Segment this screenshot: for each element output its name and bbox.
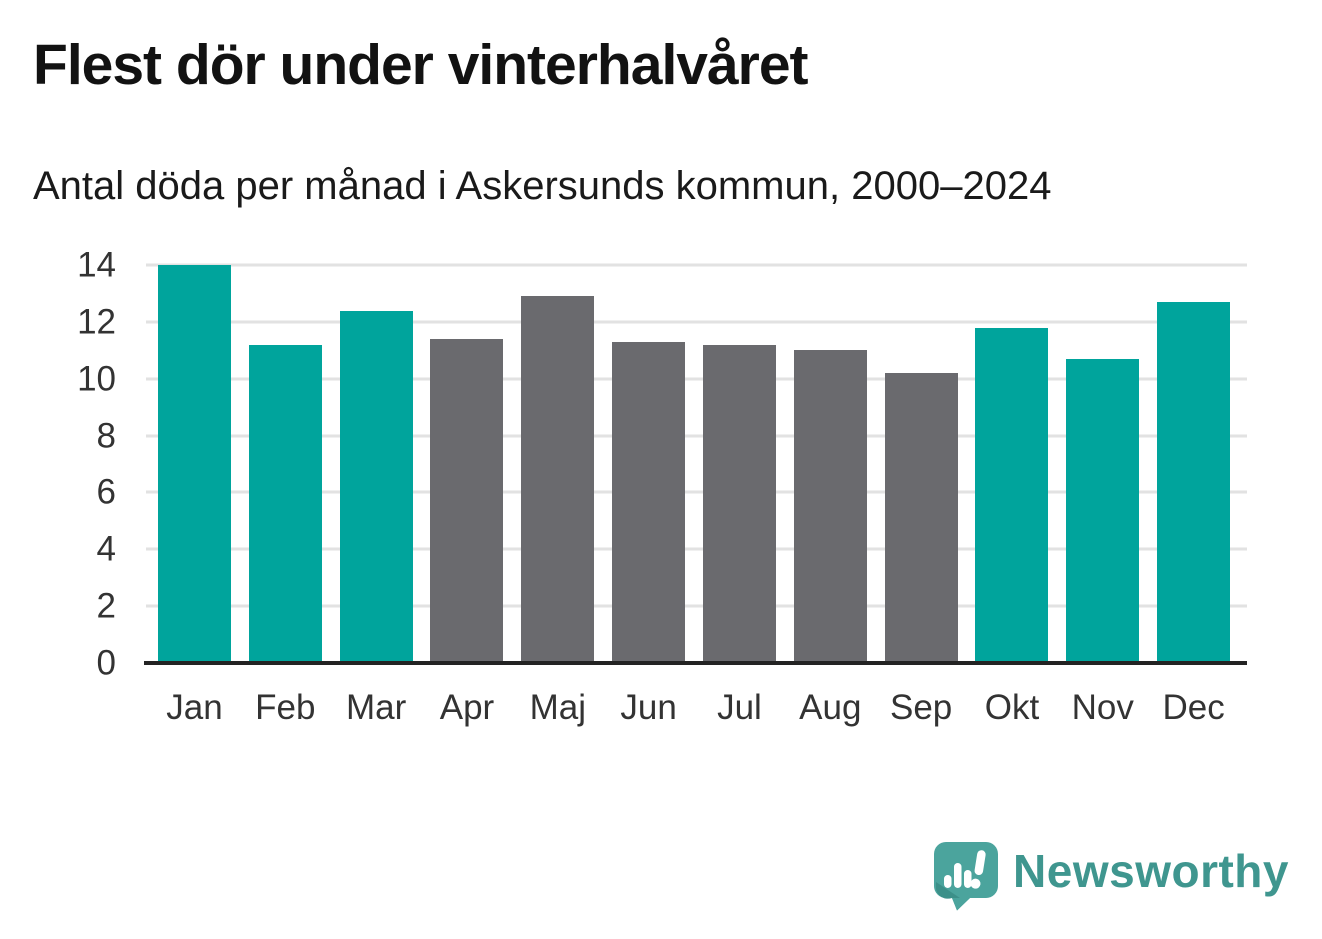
month-column-nov: Nov — [1065, 265, 1156, 725]
x-tick-label-feb: Feb — [255, 688, 316, 727]
bar-nov — [1066, 358, 1140, 663]
bar-feb — [248, 344, 322, 663]
newsworthy-logo: Newsworthy — [934, 842, 1289, 911]
x-tick-label-okt: Okt — [984, 688, 1040, 727]
bar-sep — [884, 373, 958, 663]
gridline-2 — [146, 604, 1247, 608]
month-column-dec: Dec — [1156, 265, 1247, 725]
y-tick-label-8: 8 — [96, 416, 116, 456]
x-tick-label-sep: Sep — [889, 688, 953, 727]
gridline-8 — [146, 434, 1247, 438]
month-column-feb: Feb — [248, 265, 339, 725]
bars-row: Jan Feb Mar Apr Maj Jun Jul Aug Sep Okt Nov Dec — [157, 265, 1247, 725]
month-column-aug: Aug — [793, 265, 884, 725]
y-tick-label-14: 14 — [77, 245, 116, 285]
gridline-12 — [146, 320, 1247, 324]
x-tick-label-jul: Jul — [717, 688, 762, 727]
month-column-jan: Jan — [157, 265, 248, 725]
gridline-4 — [146, 547, 1247, 551]
month-column-apr: Apr — [429, 265, 520, 725]
x-axis-line — [144, 661, 1247, 665]
bar-mar — [339, 310, 413, 663]
y-tick-label-2: 2 — [96, 586, 116, 626]
bar-jun — [612, 341, 686, 663]
bar-aug — [793, 350, 867, 663]
month-column-mar: Mar — [339, 265, 430, 725]
bar-apr — [430, 338, 504, 663]
bar-dec — [1157, 301, 1231, 663]
chart-title: Flest dör under vinterhalvåret — [33, 33, 809, 97]
month-column-sep: Sep — [884, 265, 975, 725]
x-tick-label-maj: Maj — [529, 688, 587, 727]
y-axis: 0 2 4 6 8 10 12 14 — [0, 248, 144, 681]
bar-maj — [521, 296, 595, 663]
month-column-okt: Okt — [974, 265, 1065, 725]
y-tick-label-12: 12 — [77, 302, 116, 342]
gridline-14 — [146, 263, 1247, 267]
month-column-maj: Maj — [520, 265, 611, 725]
x-tick-label-aug: Aug — [799, 688, 862, 727]
plot-area: Jan Feb Mar Apr Maj Jun Jul Aug Sep Okt Nov Dec — [144, 263, 1247, 725]
y-tick-label-0: 0 — [96, 643, 116, 683]
gridline-10 — [146, 377, 1247, 381]
x-tick-label-nov: Nov — [1071, 688, 1134, 727]
newsworthy-wordmark: Newsworthy — [1013, 844, 1289, 897]
x-tick-label-jan: Jan — [166, 688, 223, 727]
x-tick-label-apr: Apr — [439, 688, 495, 727]
x-tick-label-jun: Jun — [620, 688, 677, 727]
y-tick-label-4: 4 — [96, 529, 116, 569]
month-column-jun: Jun — [611, 265, 702, 725]
chart-subtitle: Antal döda per månad i Askersunds kommun… — [33, 164, 1052, 208]
x-tick-label-dec: Dec — [1162, 688, 1225, 727]
bar-jul — [702, 344, 776, 663]
bar-jan — [158, 265, 231, 663]
newsworthy-speech-bubble-chart-icon — [934, 842, 999, 911]
gridline-6 — [146, 490, 1247, 494]
x-tick-label-mar: Mar — [346, 688, 407, 727]
y-tick-label-10: 10 — [77, 359, 116, 399]
month-column-jul: Jul — [702, 265, 793, 725]
y-tick-label-6: 6 — [96, 472, 116, 512]
bar-okt — [975, 327, 1049, 663]
